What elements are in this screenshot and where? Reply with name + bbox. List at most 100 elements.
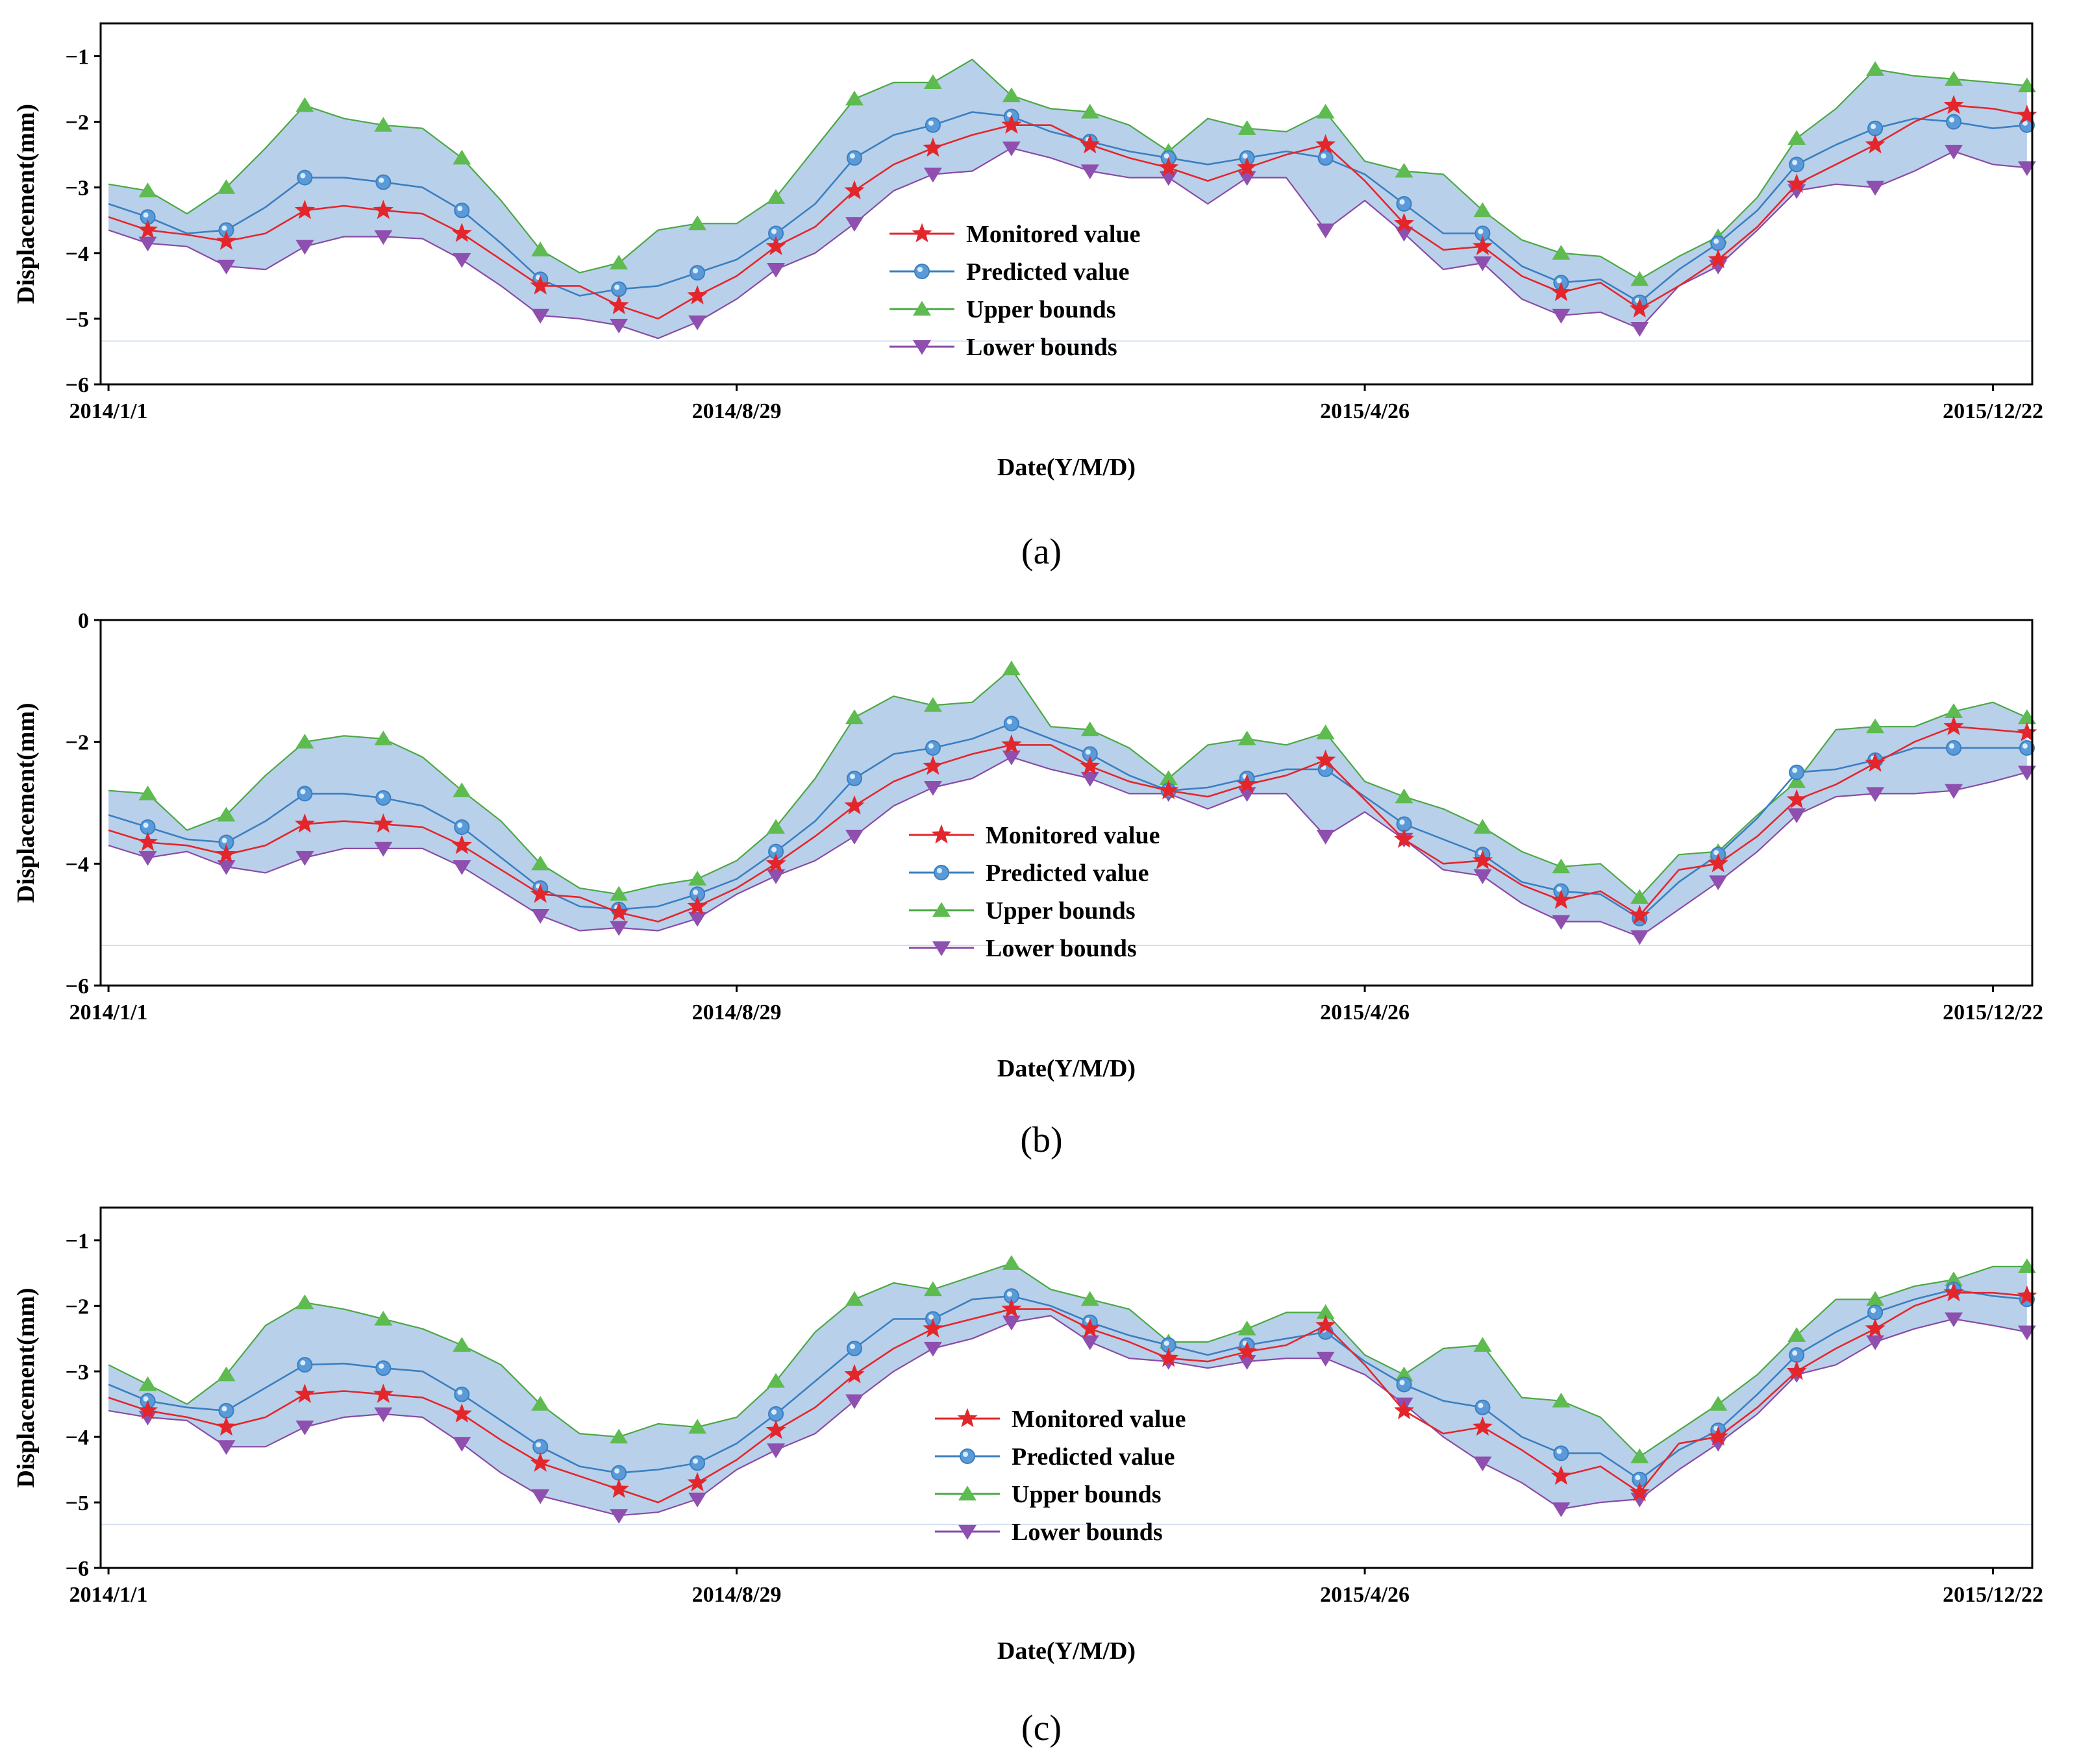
monitored-marker [373, 199, 393, 219]
predicted-marker-body [375, 789, 392, 806]
monitored-line [108, 725, 2028, 923]
predicted-marker [1789, 764, 1805, 780]
monitored-marker [216, 230, 237, 250]
y-tick-label: −1 [66, 1229, 89, 1253]
plot-frame [99, 22, 2034, 386]
monitored-marker [1001, 114, 1022, 134]
upper-bound-marker [688, 871, 707, 886]
monitored-marker [1001, 1298, 1022, 1318]
monitored-marker [1943, 94, 1964, 114]
upper-bound-marker [453, 149, 471, 165]
lower-bound-marker [1787, 808, 1806, 823]
predicted-marker-body [375, 174, 392, 190]
predicted-marker-shine [693, 889, 699, 895]
x-axis-title: Date(Y/M/D) [997, 454, 1136, 481]
lower-bound-marker [1552, 915, 1571, 930]
upper-bound-marker [1787, 130, 1806, 145]
lower-bound-marker [1945, 784, 1963, 799]
upper-bound-marker [1552, 858, 1571, 874]
predicted-marker-shine [1006, 1291, 1012, 1297]
predicted-marker-shine [379, 793, 384, 799]
monitored-marker [1315, 1315, 1336, 1334]
lower-bound-marker [845, 830, 864, 845]
lower-bound-marker [1002, 1315, 1021, 1331]
upper-bound-marker [688, 215, 707, 230]
x-tick-label: 2014/8/29 [692, 1000, 782, 1025]
predicted-marker-body [690, 1455, 706, 1471]
lower-bound-marker [1709, 875, 1728, 891]
monitored-marker [1786, 173, 1807, 193]
lower-bound-line [108, 147, 2028, 340]
lower-bound-marker [923, 780, 942, 796]
upper-bound-marker [767, 819, 786, 834]
predicted-marker-shine [379, 1363, 384, 1369]
monitored-marker [1158, 780, 1179, 800]
monitored-marker [1158, 1347, 1179, 1367]
predicted-marker [846, 770, 862, 786]
legend-swatch-marker [958, 1485, 977, 1501]
upper-bound-marker [1316, 1304, 1335, 1319]
predicted-marker-body [218, 1402, 234, 1419]
predicted-marker [1867, 120, 1884, 136]
predicted-marker [1867, 1304, 1884, 1321]
predicted-marker-shine [1478, 229, 1484, 234]
upper-bound-marker [374, 117, 393, 132]
y-tick-label: −5 [66, 308, 89, 332]
y-tick-label: −6 [66, 1557, 89, 1581]
predicted-marker-body [1946, 114, 1962, 130]
legend-swatch-marker [932, 941, 951, 956]
upper-bound-marker [295, 1294, 314, 1310]
predicted-marker-shine [849, 153, 855, 159]
lower-bound-marker [453, 860, 471, 875]
legend-swatch-marker-body [934, 865, 949, 880]
upper-bound-marker [1159, 770, 1178, 786]
predicted-marker-body [297, 1357, 313, 1373]
predicted-marker [297, 786, 313, 802]
predicted-marker-body [1710, 235, 1726, 251]
upper-bound-marker [374, 730, 393, 746]
y-tick-label: 0 [78, 609, 89, 633]
x-tick-label: 2015/12/22 [1943, 1000, 2043, 1025]
upper-bound-marker [1473, 202, 1492, 217]
predicted-marker [768, 1406, 784, 1422]
predicted-marker [1474, 225, 1491, 242]
lower-bound-marker [1080, 1335, 1099, 1350]
monitored-marker [765, 1419, 786, 1439]
predicted-marker-shine [771, 847, 777, 852]
lower-bound-marker [1316, 1352, 1335, 1367]
predicted-marker-shine [300, 789, 306, 795]
chart-panel-a: −6 −5 −4 −3 −2 −1 2014/1/1 2014/8/29 2015/4/26 20… [12, 22, 2043, 572]
monitored-marker [216, 1416, 237, 1436]
predicted-marker [1710, 235, 1726, 251]
lower-bound-marker [1866, 180, 1885, 196]
predicted-marker [1789, 1347, 1805, 1363]
predicted-marker-shine [143, 1396, 149, 1402]
lower-bound-marker [1316, 223, 1335, 239]
predicted-marker-shine [1163, 153, 1169, 159]
monitored-marker [1080, 134, 1101, 154]
upper-bound-marker [1002, 87, 1021, 103]
y-tick-label: −6 [66, 373, 89, 397]
predicted-marker-body [846, 150, 862, 166]
upper-bound-marker [1316, 724, 1335, 739]
upper-bound-marker [1787, 1327, 1806, 1342]
monitored-marker [1472, 236, 1493, 255]
predicted-marker [532, 1439, 549, 1455]
lower-bound-marker [374, 1407, 393, 1422]
predicted-marker-shine [849, 1343, 855, 1349]
lower-bound-marker [923, 1341, 942, 1357]
predicted-marker-body [454, 819, 470, 836]
legend-swatch-marker [914, 264, 930, 279]
monitored-marker [1237, 156, 1258, 177]
monitored-marker [530, 883, 551, 903]
monitored-marker [137, 1400, 158, 1420]
legend-swatch-marker [960, 1448, 975, 1464]
monitored-marker [1786, 1360, 1807, 1380]
predicted-marker-shine [1713, 850, 1719, 856]
monitored-marker [1393, 212, 1415, 232]
predicted-marker-shine [221, 1406, 227, 1411]
y-tick-label: −3 [66, 177, 89, 201]
monitored-marker [1550, 282, 1572, 301]
predicted-marker [1082, 746, 1098, 762]
upper-bound-marker [1866, 61, 1885, 76]
